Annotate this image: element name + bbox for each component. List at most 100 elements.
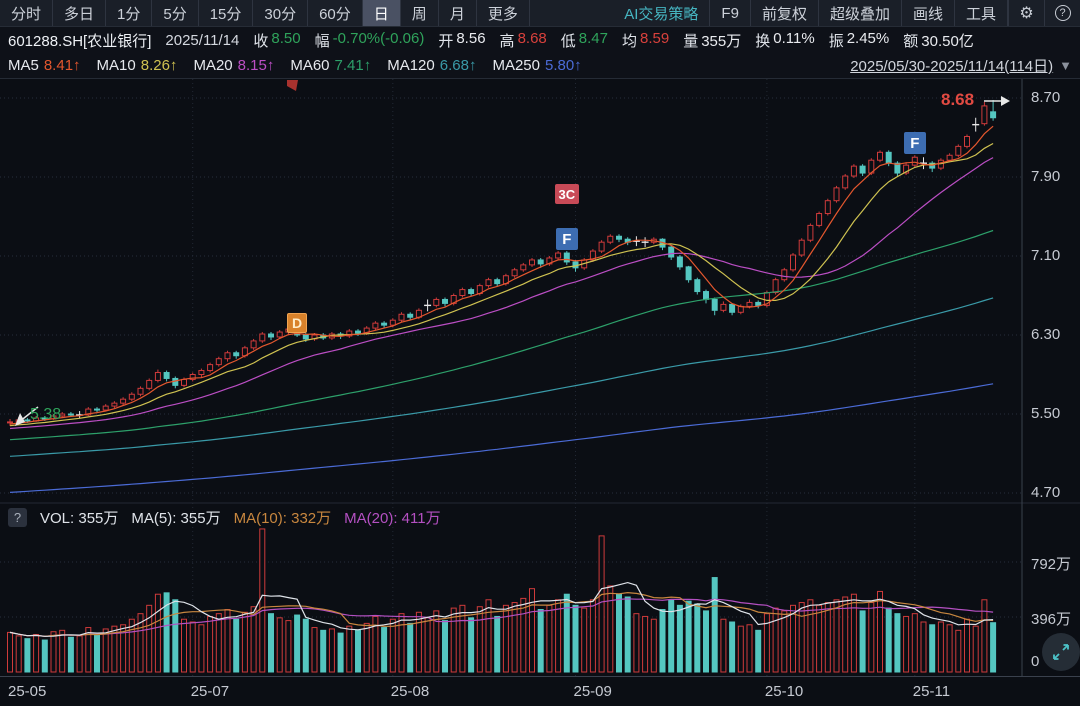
period-tab-10[interactable]: 更多 — [477, 0, 530, 26]
period-tab-4[interactable]: 15分 — [199, 0, 254, 26]
ma-value: 8.26↑ — [140, 57, 178, 74]
volume-value: VOL: 355万 — [40, 509, 119, 527]
info-field-9: 额 30.50亿 — [903, 30, 974, 51]
info-field-label: 幅 — [314, 32, 330, 50]
ma-legend-MA20: MA20 8.15↑ — [193, 57, 274, 74]
info-field-value: 30.50亿 — [921, 32, 974, 50]
event-marker-F-2: F — [555, 228, 578, 251]
period-tab-1[interactable]: 多日 — [53, 0, 107, 26]
info-field-2: 开 8.56 — [438, 30, 485, 51]
info-field-8: 振 2.45% — [829, 30, 890, 51]
expand-icon — [1053, 644, 1069, 660]
tool-item-1[interactable]: F9 — [710, 0, 751, 26]
info-field-value: 8.47 — [578, 29, 608, 47]
stock-info-bar: 601288.SH[农业银行] 2025/11/14 收 8.50 幅 -0.70%(… — [0, 27, 1080, 53]
x-axis-label-5: 25-11 — [912, 683, 951, 700]
info-field-value: 8.50 — [271, 29, 301, 47]
period-tab-2[interactable]: 1分 — [106, 0, 153, 26]
info-field-label: 高 — [499, 32, 515, 50]
date-range-selector[interactable]: 2025/05/30-2025/11/14(114日) ▼ — [850, 55, 1072, 76]
info-field-value: 355万 — [701, 32, 742, 50]
x-axis-label-2: 25-08 — [390, 683, 430, 700]
x-axis-label-0: 25-05 — [8, 683, 47, 700]
ma-value: 8.15↑ — [237, 57, 275, 74]
volume-tick-1: 396万 — [1031, 611, 1072, 628]
info-field-value: 8.56 — [456, 29, 486, 47]
ma-label: MA120 — [387, 57, 435, 74]
ma-legend-MA60: MA60 7.41↑ — [290, 57, 371, 74]
toolbar-right: AI交易策略 F9 前复权 超级叠加 画线 工具 ⚙ ? — [613, 0, 1080, 26]
price-tick-2: 7.10 — [1031, 247, 1061, 264]
volume-tick-2: 0 — [1031, 653, 1040, 670]
ma-value: 5.80↑ — [544, 57, 582, 74]
ma-legend-MA120: MA120 6.68↑ — [387, 57, 476, 74]
ma-items: MA5 8.41↑ MA10 8.26↑ MA20 8.15↑ MA60 7.41↑ MA120… — [8, 57, 582, 74]
ma-value: 6.68↑ — [439, 57, 477, 74]
period-tab-7[interactable]: 日 — [362, 0, 401, 26]
price-tick-1: 7.90 — [1031, 168, 1061, 185]
ma-label: MA5 — [8, 57, 39, 74]
tool-item-2[interactable]: 前复权 — [751, 0, 819, 26]
info-field-1: 幅 -0.70%(-0.06) — [315, 30, 425, 51]
info-field-value: 0.11% — [773, 29, 815, 47]
ma-label: MA20 — [193, 57, 233, 74]
help-icon[interactable]: ? — [1044, 0, 1080, 26]
period-tab-8[interactable]: 周 — [401, 0, 439, 26]
volume-tick-0: 792万 — [1031, 556, 1072, 573]
price-tick-4: 5.50 — [1031, 405, 1061, 422]
period-tab-0[interactable]: 分时 — [0, 0, 54, 26]
info-field-label: 换 — [755, 32, 771, 50]
volume-help-icon[interactable]: ? — [8, 507, 27, 527]
event-marker-F-3: F — [903, 132, 926, 155]
info-field-value: -0.70%(-0.06) — [332, 29, 425, 47]
info-field-label: 收 — [253, 32, 269, 50]
tool-item-5[interactable]: 工具 — [955, 0, 1008, 26]
info-field-value: 2.45% — [846, 29, 890, 47]
tool-item-4[interactable]: 画线 — [902, 0, 955, 26]
ma-label: MA10 — [96, 57, 136, 74]
tool-item-3[interactable]: 超级叠加 — [819, 0, 902, 26]
info-field-label: 额 — [903, 32, 919, 50]
period-low-label: 5.38 — [30, 406, 62, 423]
info-field-label: 开 — [438, 32, 454, 50]
period-tab-5[interactable]: 30分 — [253, 0, 309, 26]
ma-value: 7.41↑ — [334, 57, 372, 74]
price-tick-0: 8.70 — [1031, 89, 1061, 106]
price-tick-5: 4.70 — [1031, 484, 1061, 501]
period-tab-9[interactable]: 月 — [439, 0, 477, 26]
ma-legend-bar: MA5 8.41↑ MA10 8.26↑ MA20 8.15↑ MA60 7.41↑ MA120… — [0, 53, 1080, 79]
trade-date: 2025/11/14 — [165, 31, 240, 49]
expand-chart-button[interactable] — [1042, 633, 1080, 671]
price-tick-3: 6.30 — [1031, 326, 1061, 343]
date-range-text: 2025/05/30-2025/11/14(114日) — [850, 58, 1054, 75]
toolbar-periods: 分时 多日 1分 5分 15分 30分 60分日周月更多 — [0, 0, 530, 26]
volume-header: ? VOL: 355万 MA(5): 355万 MA(10): 332万 MA(… — [8, 506, 441, 528]
info-field-label: 均 — [621, 32, 637, 50]
info-field-0: 收 8.50 — [253, 30, 300, 51]
info-field-label: 振 — [828, 32, 844, 50]
volume-ma5: MA(5): 355万 — [131, 509, 221, 527]
ma-value: 8.41↑ — [43, 57, 81, 74]
ma-label: MA250 — [492, 57, 540, 74]
info-fields: 收 8.50 幅 -0.70%(-0.06) 开 8.56 高 8.68 低 8.47 均 8.59 量… — [253, 30, 973, 51]
info-field-3: 高 8.68 — [500, 30, 547, 51]
toolbar-tools: AI交易策略 F9 前复权 超级叠加 画线 工具 — [613, 0, 1008, 26]
stock-symbol: 601288.SH[农业银行] — [8, 32, 152, 50]
period-tab-3[interactable]: 5分 — [152, 0, 199, 26]
x-axis-label-3: 25-09 — [573, 683, 612, 700]
info-field-4: 低 8.47 — [561, 30, 608, 51]
info-field-5: 均 8.59 — [622, 30, 669, 51]
ma-legend-MA5: MA5 8.41↑ — [8, 57, 81, 74]
info-field-value: 8.68 — [517, 29, 547, 47]
info-field-label: 量 — [683, 32, 699, 50]
ma-label: MA60 — [290, 57, 330, 74]
tool-item-0[interactable]: AI交易策略 — [613, 0, 711, 26]
x-axis-label-4: 25-10 — [764, 683, 804, 700]
settings-gear-icon[interactable]: ⚙ — [1008, 0, 1044, 26]
chevron-down-icon: ▼ — [1059, 58, 1072, 73]
volume-ma10: MA(10): 332万 — [233, 509, 332, 527]
info-field-label: 低 — [560, 32, 576, 50]
period-tab-6[interactable]: 60分 — [308, 0, 363, 26]
